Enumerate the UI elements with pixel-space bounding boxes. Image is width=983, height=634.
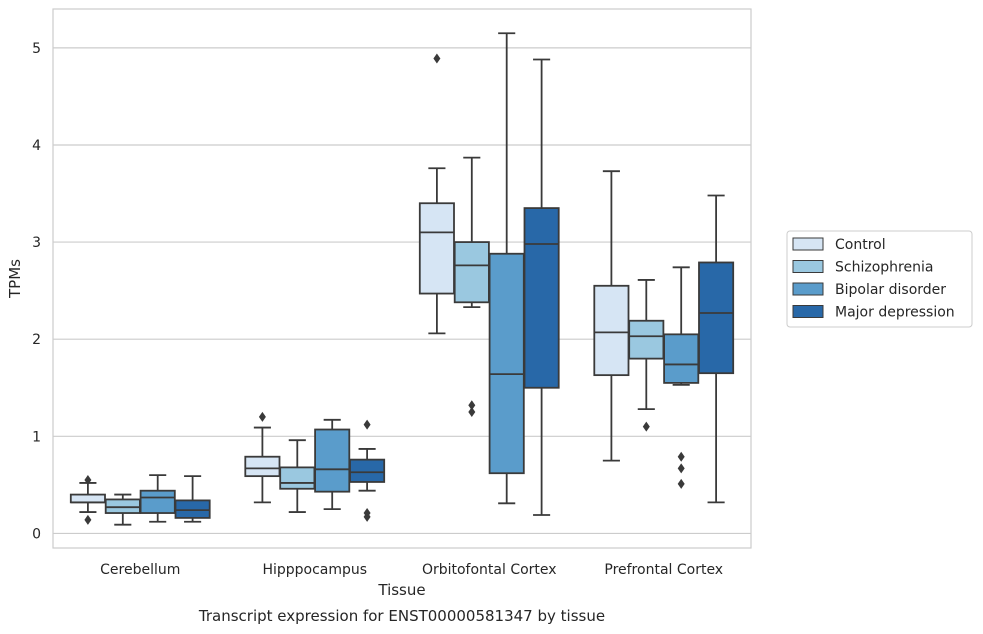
box-3-0: [593, 170, 630, 462]
y-tick-label: 5: [32, 41, 41, 57]
box-3-3: [698, 194, 735, 504]
iqr-box: [628, 319, 665, 360]
box-1-3: [349, 419, 386, 522]
iqr-box: [698, 261, 735, 375]
box-2-1: [453, 156, 490, 418]
outlier-point: [84, 514, 92, 525]
x-axis-title: Tissue: [377, 581, 425, 599]
iqr-box: [174, 499, 211, 519]
outlier-point: [677, 478, 685, 489]
legend-label: Control: [835, 237, 886, 253]
box-3-2: [663, 266, 700, 489]
box-1-0: [244, 411, 281, 504]
iqr-box: [523, 207, 560, 389]
iqr-box: [314, 428, 351, 493]
iqr-box: [349, 458, 386, 483]
legend-frame: [786, 230, 973, 328]
y-tick-label: 4: [32, 138, 41, 154]
outlier-point: [433, 53, 441, 64]
iqr-box: [279, 466, 316, 490]
legend-swatch: [792, 305, 824, 318]
iqr-box: [488, 252, 525, 475]
plot-frame: [52, 8, 752, 549]
legend-item: Schizophrenia: [792, 260, 933, 276]
box-3-1: [628, 279, 665, 432]
y-tick-label: 0: [32, 526, 41, 542]
box-2-3: [523, 58, 560, 516]
iqr-box: [453, 241, 490, 304]
y-tick-label: 3: [32, 235, 41, 251]
iqr-box: [69, 493, 106, 504]
iqr-box: [418, 202, 455, 295]
box-2-0: [418, 53, 455, 335]
outlier-point: [363, 508, 371, 519]
y-tick-label: 1: [32, 429, 41, 445]
figure-caption: Transcript expression for ENST0000058134…: [198, 607, 605, 625]
box-1-1: [279, 439, 316, 513]
outlier-point: [677, 463, 685, 474]
box-1-2: [314, 418, 351, 511]
legend-label: Major depression: [835, 305, 955, 321]
y-tick-labels: 0 1 2 3 4 5: [32, 41, 41, 543]
boxes: [69, 32, 735, 526]
iqr-box: [104, 498, 141, 514]
iqr-box: [139, 489, 176, 514]
box-2-2: [488, 32, 525, 505]
legend-swatch: [792, 237, 824, 251]
x-tick-labels: Cerebellum Hipppocampus Orbitofontal Corte…: [100, 562, 723, 578]
box-0-0: [69, 475, 106, 525]
outlier-point: [258, 411, 266, 422]
outlier-point: [642, 421, 650, 432]
x-tick-label: Prefrontal Cortex: [604, 562, 723, 578]
iqr-box: [663, 333, 700, 384]
legend-item: Control: [792, 237, 886, 253]
legend: Control Schizophrenia Bipolar disorder Majo…: [786, 230, 973, 328]
x-tick-label: Cerebellum: [100, 562, 180, 578]
outlier-point: [677, 451, 685, 462]
legend-label: Bipolar disorder: [835, 282, 946, 298]
legend-label: Schizophrenia: [835, 260, 933, 276]
box-0-2: [139, 474, 176, 523]
outlier-point: [468, 407, 476, 418]
y-axis-title: TPMs: [6, 259, 24, 299]
y-tick-label: 2: [32, 332, 41, 348]
box-0-3: [174, 475, 211, 523]
gridlines: [53, 47, 751, 535]
outlier-point: [84, 475, 92, 486]
x-tick-label: Hipppocampus: [262, 562, 367, 578]
box-0-1: [104, 493, 141, 526]
legend-item: Major depression: [792, 305, 955, 321]
legend-item: Bipolar disorder: [792, 282, 946, 298]
x-tick-label: Orbitofontal Cortex: [422, 562, 557, 578]
legend-swatch: [792, 260, 824, 273]
legend-swatch: [792, 282, 824, 296]
outlier-point: [363, 419, 371, 430]
outlier-point: [468, 400, 476, 411]
iqr-box: [244, 455, 281, 478]
iqr-box: [593, 284, 630, 377]
